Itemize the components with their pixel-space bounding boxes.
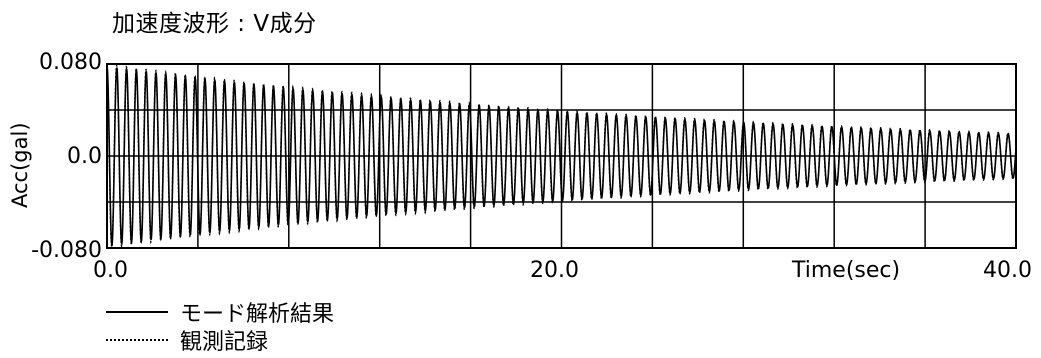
chart-title: 加速度波形 : V成分: [112, 11, 317, 37]
legend-swatch-dotted: [106, 339, 168, 341]
x-tick-label-middle: 20.0: [530, 258, 579, 283]
series-line-observed: [106, 63, 1017, 250]
y-tick-label-middle: 0.0: [67, 144, 102, 169]
x-axis-title: Time(sec): [792, 258, 901, 283]
x-tick-label-end: 40.0: [983, 258, 1032, 283]
legend-item-observed: 観測記録: [106, 324, 268, 356]
y-axis-title: Acc(gal): [8, 122, 32, 208]
legend-swatch-solid: [106, 311, 168, 313]
x-tick-label-start: 0.0: [93, 258, 128, 283]
y-tick-label-bottom: -0.080: [31, 238, 102, 263]
legend-item-mode-analysis: モード解析結果: [106, 296, 334, 328]
legend-label: モード解析結果: [180, 302, 335, 327]
grid: [107, 64, 1016, 248]
y-tick-label-top: 0.080: [39, 50, 102, 75]
legend-label: 観測記録: [180, 330, 269, 355]
